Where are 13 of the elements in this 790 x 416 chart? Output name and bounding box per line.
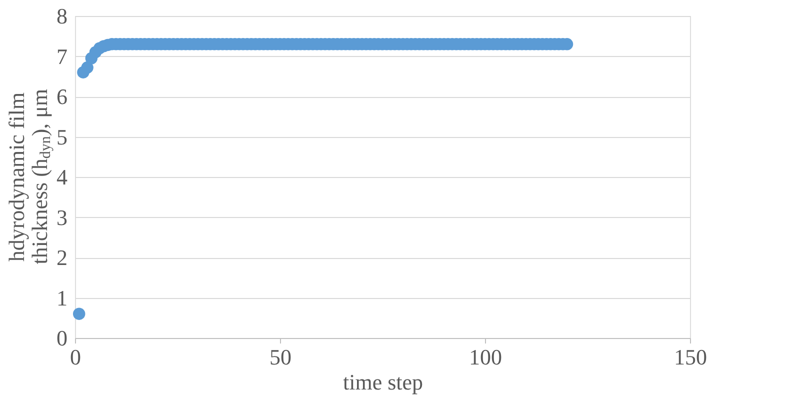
y-tick-label: 6 [56,84,68,109]
x-tick-label: 50 [270,344,292,370]
y-tick-label: 8 [56,4,68,28]
x-axis-title: time step [342,370,424,394]
y-tick-label: 5 [56,124,68,150]
y-tick-label: 7 [56,44,68,69]
y-tick-label: 3 [56,204,68,230]
y-tick-label: 1 [56,285,68,310]
y-tick-label: 2 [56,245,68,270]
x-tick-label: 100 [469,344,502,370]
y-tick-label: 0 [56,326,68,350]
y-tick-label: 4 [56,164,68,190]
x-tick-label: 150 [674,344,707,370]
